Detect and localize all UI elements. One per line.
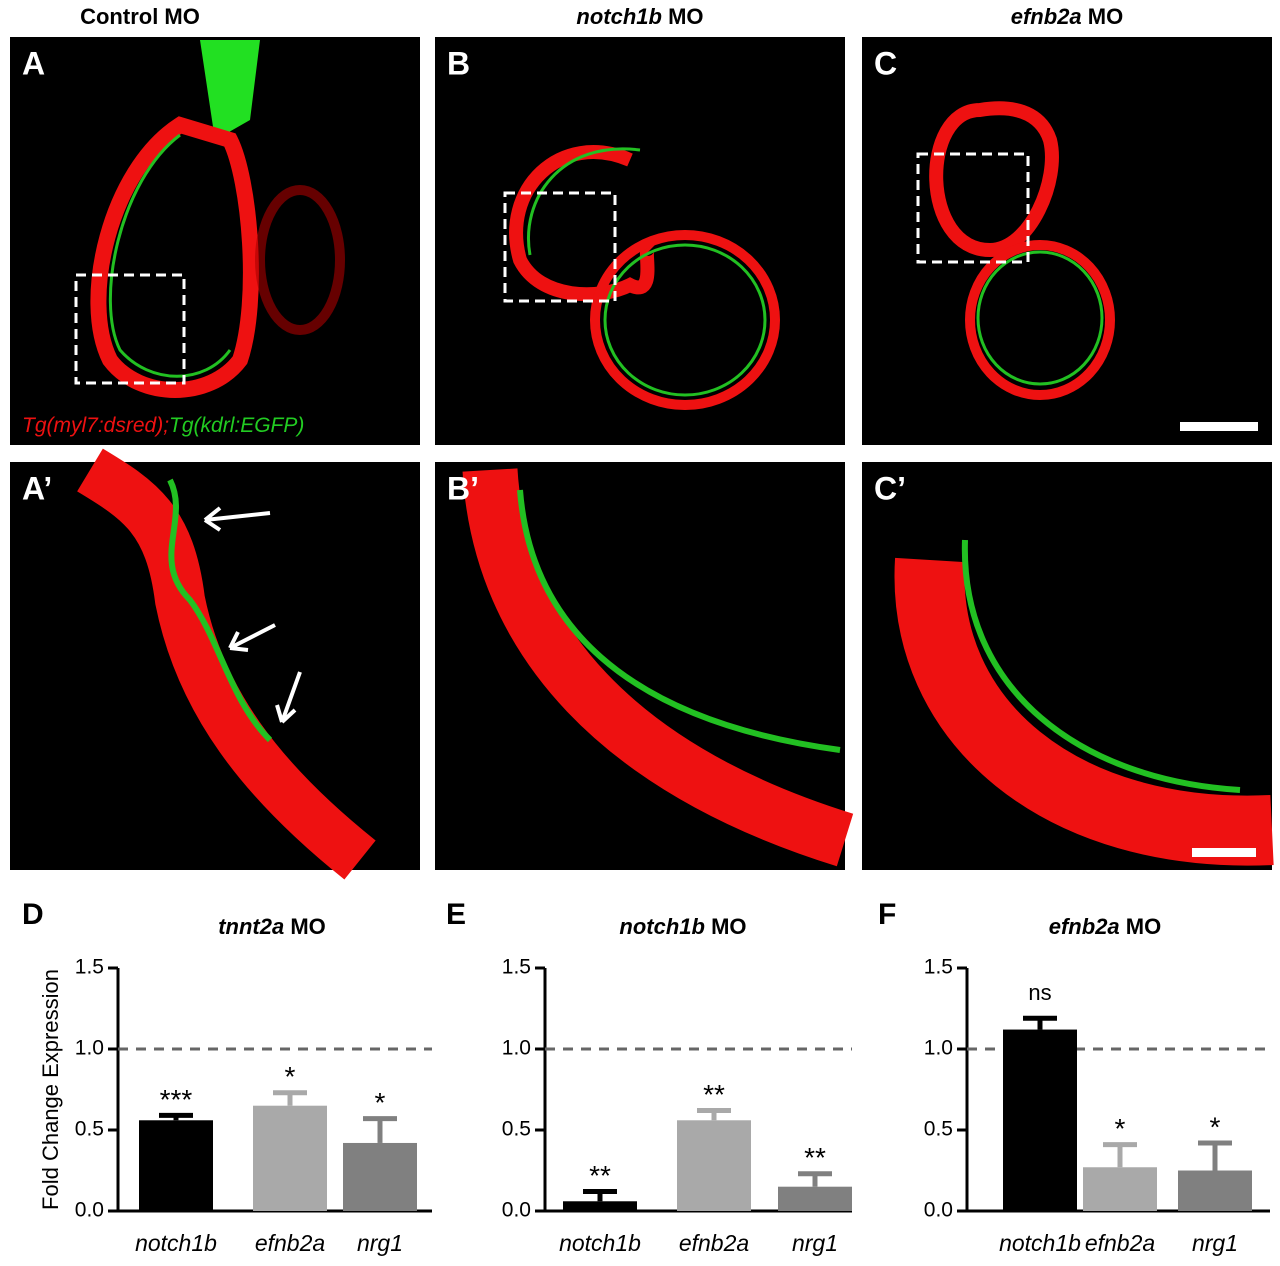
chart-title: tnnt2a MO [218,914,326,939]
legend: Tg(myl7:dsred);Tg(kdrl:EGFP) [22,414,304,437]
legend-red: Tg(myl7:dsred); [22,414,169,437]
chart-letter: F [878,898,896,931]
y-axis-label: Fold Change Expression [38,969,63,1210]
x-tick-label: efnb2a [1085,1230,1155,1256]
bar [253,1105,327,1211]
panel-label: A’ [22,470,52,506]
panel-label: C’ [874,470,906,506]
title-suffix: MO [290,914,325,939]
significance-label: ** [703,1079,725,1110]
x-tick-label: notch1b [135,1230,217,1256]
chart-letter: D [22,898,44,931]
image-row-2 [10,448,1274,880]
title-rest: MO [668,4,703,29]
title-gene: notch1b [619,914,705,939]
bar [677,1120,751,1211]
panel-label: C [874,45,897,81]
chart-letter: E [446,898,466,931]
chart-title: efnb2a MO [1049,914,1162,939]
significance-label: * [375,1087,386,1118]
column-title: efnb2a MO [1011,4,1124,29]
title-gene: notch1b [576,4,662,29]
y-tick-label: 1.0 [502,1037,531,1060]
bar [563,1201,637,1211]
y-tick-label: 0.5 [502,1118,531,1141]
x-tick-label: nrg1 [1192,1230,1238,1256]
significance-label: * [1210,1111,1221,1142]
bar [1083,1167,1157,1211]
x-tick-label: nrg1 [357,1230,403,1256]
x-tick-label: notch1b [999,1230,1081,1256]
y-tick-label: 0.0 [924,1199,953,1222]
significance-label: *** [160,1084,193,1115]
title-suffix: MO [711,914,746,939]
panel-label: B’ [447,470,479,506]
significance-label: ** [589,1160,611,1191]
title-gene: tnnt2a [218,914,284,939]
significance-label: * [285,1061,296,1092]
y-tick-label: 1.0 [75,1037,104,1060]
title-rest: MO [1088,4,1123,29]
column-title: Control MO [80,4,200,29]
y-tick-label: 1.0 [924,1037,953,1060]
bar [1003,1029,1077,1211]
panel-label: A [22,45,45,81]
x-tick-label: efnb2a [255,1230,325,1256]
chart-title: notch1b MO [619,914,746,939]
y-tick-label: 0.0 [75,1199,104,1222]
bar [139,1120,213,1211]
bar [343,1142,417,1211]
y-tick-label: 1.5 [75,956,104,979]
significance-label: * [1115,1113,1126,1144]
figure-labels: Control MO notch1b MO efnb2a MOA B CA’ B’ C’ [22,4,1123,507]
legend-green: Tg(kdrl:EGFP) [169,414,304,437]
panel-label: B [447,45,470,81]
significance-label: ** [804,1142,826,1173]
column-title: notch1b MO [576,4,703,29]
x-tick-label: nrg1 [792,1230,838,1256]
y-tick-label: 0.5 [924,1118,953,1141]
bar [1178,1170,1252,1211]
y-tick-label: 0.0 [502,1199,531,1222]
title-gene: efnb2a [1049,914,1120,939]
image-row-1 [10,37,1272,445]
y-tick-label: 1.5 [924,956,953,979]
x-tick-label: notch1b [559,1230,641,1256]
bar [778,1186,852,1211]
significance-label: ns [1028,980,1051,1005]
y-tick-label: 1.5 [502,956,531,979]
x-tick-label: efnb2a [679,1230,749,1256]
y-tick-label: 0.5 [75,1118,104,1141]
title-gene: efnb2a [1011,4,1082,29]
title-suffix: MO [1126,914,1161,939]
title-rest: Control MO [80,4,200,29]
